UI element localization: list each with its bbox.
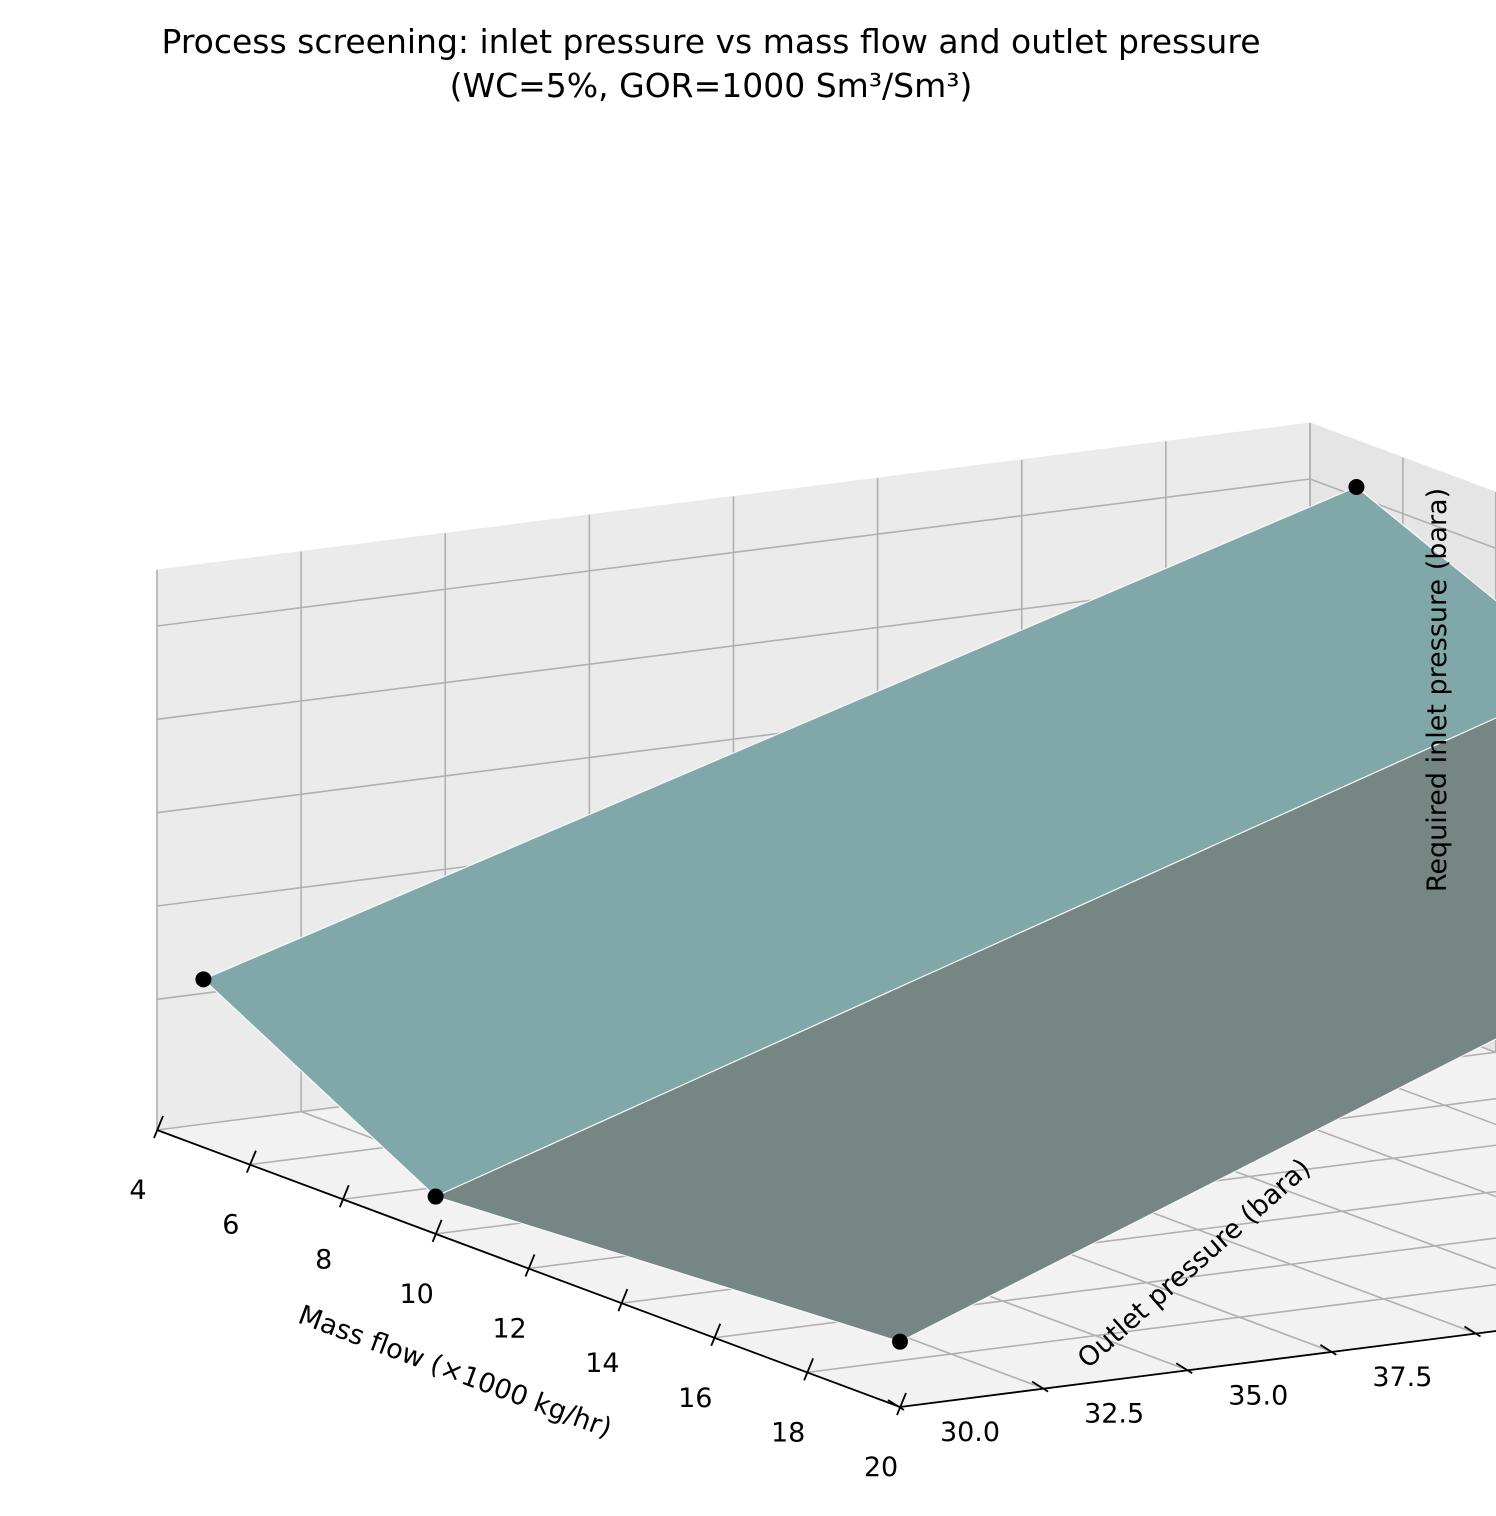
y-tick-label: 30.0 (940, 1417, 1000, 1448)
subtitle-line: (WC=5%, GOR=1000 Sm³/Sm³) (449, 66, 973, 105)
y-tick (1464, 1325, 1481, 1338)
z-axis-label: Required inlet pressure (bara) (1422, 488, 1453, 892)
title-line: Process screening: inlet pressure vs mas… (161, 22, 1261, 61)
surface (202, 486, 1496, 1343)
x-tick (153, 1115, 164, 1139)
x-tick-label: 20 (864, 1452, 898, 1483)
surface-patch (433, 717, 1496, 1343)
y-tick-label: 37.5 (1372, 1362, 1432, 1393)
x-tick-label: 14 (585, 1348, 619, 1379)
x-tick-label: 6 (222, 1210, 239, 1241)
y-tick (1319, 1344, 1337, 1356)
x-tick (896, 1392, 907, 1416)
left-grid-z (156, 478, 1311, 627)
x-tick (246, 1150, 257, 1173)
y-tick (887, 1399, 905, 1411)
data-markers (195, 478, 1365, 1350)
x-tick (710, 1323, 722, 1347)
x-tick-label: 12 (492, 1314, 526, 1345)
x-tick (803, 1358, 814, 1381)
data-marker (1348, 478, 1365, 495)
x-tick-label: 8 (315, 1244, 332, 1275)
data-marker (892, 1333, 908, 1350)
x-tick (338, 1184, 350, 1208)
x-axis-label: Mass flow (×1000 kg/hr) (294, 1300, 616, 1445)
x-tick (617, 1288, 629, 1312)
x-tick (431, 1219, 443, 1243)
y-tick-label: 32.5 (1084, 1399, 1144, 1430)
x-tick-label: 4 (129, 1175, 146, 1206)
x-tick-label: 10 (399, 1279, 433, 1310)
y-tick (1175, 1362, 1193, 1375)
data-marker (427, 1188, 444, 1205)
x-tick-label: 18 (771, 1417, 805, 1448)
back-grid-z (1309, 478, 1496, 550)
chart-title: Process screening: inlet pressure vs mas… (0, 20, 1422, 108)
data-marker (195, 971, 212, 988)
surface-patch (202, 486, 1496, 1198)
y-tick (1031, 1380, 1049, 1393)
x-tick-label: 16 (678, 1383, 712, 1414)
y-tick-label: 35.0 (1228, 1380, 1288, 1411)
x-tick (524, 1254, 536, 1277)
